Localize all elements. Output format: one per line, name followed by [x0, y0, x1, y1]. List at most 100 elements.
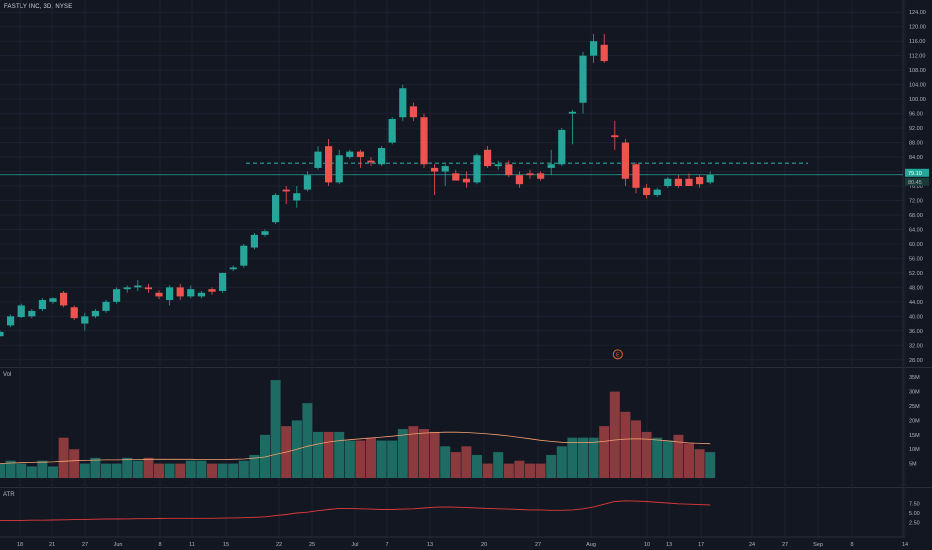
time-tick-label: 21: [49, 542, 55, 548]
candle-body: [367, 160, 375, 163]
volume-bar: [376, 440, 387, 478]
volume-bar: [132, 460, 143, 478]
volume-tick-label: 30M: [909, 390, 920, 396]
volume-pane-label: Vol: [3, 372, 12, 378]
volume-bar: [419, 429, 429, 478]
candle-body: [335, 155, 343, 183]
pane-separator-volume-atr[interactable]: [0, 487, 932, 488]
price-tick-label: 28.00: [909, 358, 923, 364]
candle-body: [621, 142, 629, 179]
candle-body: [537, 173, 545, 179]
price-tick-label: 32.00: [909, 343, 923, 349]
volume-bar: [684, 443, 694, 478]
candle-body: [70, 307, 78, 319]
candle-body: [462, 178, 470, 183]
symbol-header: FASTLY INC, 3D, NYSE: [4, 4, 73, 10]
price-tick-label: 72.00: [909, 198, 923, 204]
candle-body: [558, 129, 566, 165]
volume-bar: [111, 463, 122, 478]
candle-body: [250, 234, 258, 248]
time-tick-label: 18: [17, 542, 23, 548]
candle-body: [28, 310, 36, 317]
volume-tick-label: 35M: [909, 375, 920, 381]
candle-body: [696, 176, 704, 185]
price-tick-label: 56.00: [909, 256, 923, 262]
volume-tick-label: 25M: [909, 404, 920, 410]
candle-body: [441, 166, 449, 172]
volume-bar: [26, 466, 37, 478]
price-tick-label: 104.00: [909, 83, 926, 89]
volume-bar: [493, 452, 504, 478]
candle-body: [303, 175, 311, 190]
candle-body: [600, 44, 608, 62]
volume-bar: [588, 437, 599, 478]
volume-bar: [673, 434, 684, 478]
volume-bar: [631, 420, 641, 478]
candle-body: [356, 151, 364, 158]
time-tick-label: 17: [698, 542, 704, 548]
price-tick-label: 100.00: [909, 97, 926, 103]
volume-bar: [652, 437, 663, 478]
volume-bar: [196, 460, 207, 478]
volume-bar: [143, 457, 154, 478]
candle-body: [81, 316, 89, 324]
atr-line: [0, 500, 711, 522]
price-tick-label: 64.00: [909, 227, 923, 233]
atr-tick-label: 2.50: [909, 520, 920, 526]
volume-bar: [705, 452, 716, 478]
time-tick-label: 7: [385, 542, 388, 548]
volume-bar: [217, 463, 228, 478]
volume-bar: [408, 426, 419, 478]
price-tick-label: 48.00: [909, 285, 923, 291]
candle-body: [134, 285, 142, 288]
time-tick-label: 20: [481, 542, 487, 548]
volume-bar: [525, 463, 535, 478]
volume-bar: [599, 426, 610, 478]
volume-bar: [249, 454, 260, 478]
atr-tick-label: 5.00: [909, 511, 920, 517]
candle-body: [452, 173, 460, 181]
volume-bar: [48, 466, 58, 478]
volume-bar: [323, 431, 334, 478]
volume-bar: [37, 460, 48, 478]
volume-bar: [228, 463, 239, 478]
volume-bar: [578, 437, 588, 478]
volume-bar: [546, 454, 557, 478]
price-tick-label: 120.00: [909, 25, 926, 31]
candle-body: [155, 292, 163, 297]
pane-separator-price-volume[interactable]: [0, 367, 932, 368]
time-tick-label: Jun: [114, 542, 123, 548]
time-tick-label: 10: [644, 542, 650, 548]
candle-body: [17, 305, 25, 318]
volume-bar: [514, 460, 525, 478]
price-tick-label: 116.00: [909, 39, 925, 45]
time-tick-label: 15: [223, 542, 229, 548]
volume-tick-label: 5M: [909, 462, 917, 468]
time-tick-label: 25: [309, 542, 315, 548]
candle-body: [473, 155, 481, 183]
candle-body: [388, 119, 396, 143]
price-tick-label: 84.00: [909, 155, 923, 161]
time-tick-label: Aug: [586, 542, 596, 548]
price-tick-label: 40.00: [909, 314, 923, 320]
volume-bar: [334, 431, 345, 478]
volume-bar: [207, 463, 217, 478]
candle-body: [494, 164, 502, 167]
time-tick-label: 8: [158, 542, 161, 548]
time-tick-label: 14: [902, 542, 908, 548]
time-tick-label: 11: [189, 542, 195, 548]
candle-body: [346, 151, 354, 158]
volume-bar: [154, 463, 164, 478]
price-tick-label: 96.00: [909, 112, 923, 118]
atr-pane-label: ATR: [3, 492, 15, 498]
price-tick-label: 108.00: [909, 68, 926, 74]
volume-bar: [302, 403, 313, 478]
volume-bar: [101, 463, 111, 478]
time-tick-label: 27: [782, 542, 788, 548]
candle-body: [208, 289, 216, 292]
candle-body: [505, 164, 513, 176]
candle-body: [653, 189, 661, 196]
time-tick-label: 13: [666, 542, 672, 548]
